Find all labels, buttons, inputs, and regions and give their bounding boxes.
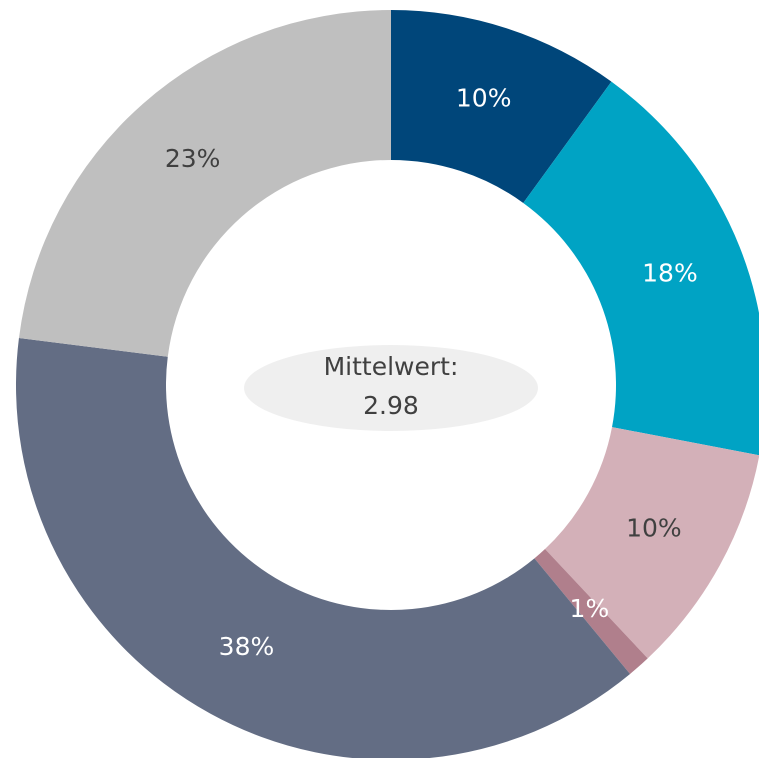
- slice: [391, 10, 612, 203]
- slice: [523, 81, 759, 456]
- slice: [545, 427, 759, 659]
- slice-label: 10%: [626, 514, 682, 543]
- center-value: 2.98: [363, 391, 419, 420]
- center-title: Mittelwert:: [324, 352, 459, 381]
- slice-label: 1%: [570, 594, 610, 623]
- slice: [18, 10, 391, 357]
- slice-label: 38%: [219, 632, 275, 661]
- slice: [534, 549, 648, 674]
- slice-label: 18%: [642, 259, 698, 288]
- slice-label: 23%: [165, 144, 221, 173]
- center-badge: [244, 345, 538, 431]
- slice-label: 10%: [456, 84, 512, 113]
- slice: [16, 338, 631, 758]
